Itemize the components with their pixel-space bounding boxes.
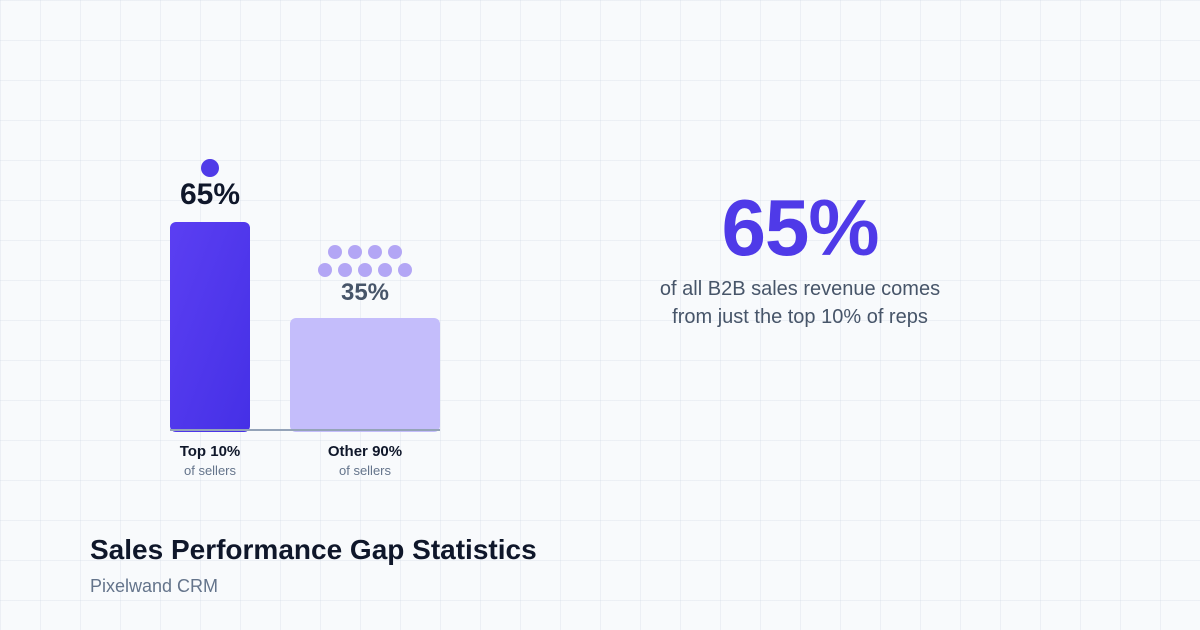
- category-sublabel: of sellers: [184, 463, 237, 478]
- value-label: 35%: [341, 279, 389, 306]
- footer: Sales Performance Gap Statistics Pixelwa…: [90, 532, 537, 598]
- value-label: 65%: [180, 178, 240, 211]
- bar-top-10: [170, 222, 250, 432]
- person-icon: [388, 245, 402, 259]
- bar-chart: 65% Top 10% of sellers 35% Other 90% of selle…: [170, 159, 440, 478]
- person-icon: [201, 159, 219, 177]
- category-label: Top 10%: [180, 443, 241, 460]
- person-icon: [318, 263, 332, 277]
- bar-other-90: [290, 318, 440, 432]
- headline-line-1: of all B2B sales revenue comes: [659, 278, 941, 300]
- headline-stat: 65%: [721, 183, 879, 272]
- person-icon: [398, 263, 412, 277]
- person-icon: [368, 245, 382, 259]
- person-icon: [358, 263, 372, 277]
- person-icon: [348, 245, 362, 259]
- category-sublabel: of sellers: [339, 463, 392, 478]
- bars-group: 65% Top 10% of sellers 35% Other 90% of selle…: [170, 159, 440, 478]
- brand-name: Pixelwand CRM: [90, 576, 219, 596]
- headline-line-2: from just the top 10% of reps: [672, 306, 928, 328]
- page-title: Sales Performance Gap Statistics: [90, 534, 537, 565]
- person-icon: [338, 263, 352, 277]
- person-icon: [378, 263, 392, 277]
- category-label: Other 90%: [328, 443, 402, 460]
- person-icon: [328, 245, 342, 259]
- headline-block: 65% of all B2B sales revenue comes from …: [600, 180, 1000, 332]
